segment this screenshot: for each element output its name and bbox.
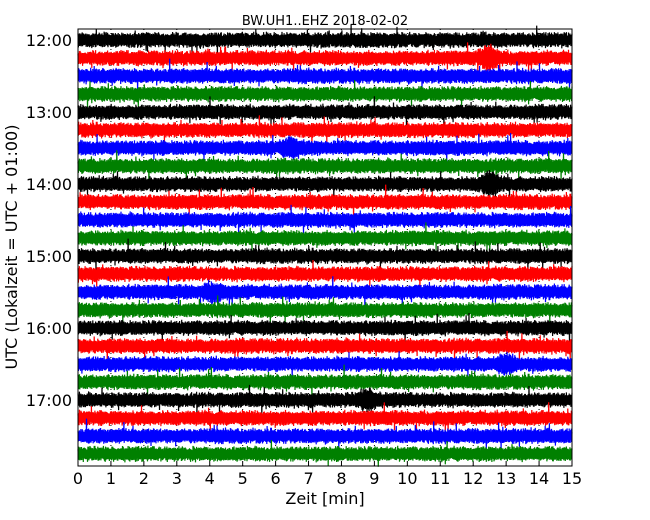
- y-tick-label: 17:00: [26, 391, 72, 410]
- trace-1630: [77, 351, 573, 379]
- trace-1315: [77, 115, 573, 146]
- trace-1200: [77, 24, 573, 56]
- trace-1215: [77, 42, 573, 76]
- trace-1430: [77, 204, 573, 235]
- y-tick-label: 16:00: [26, 319, 72, 338]
- x-tick-label: 10: [397, 469, 417, 488]
- trace-1245: [77, 79, 573, 108]
- trace-1415: [77, 184, 573, 218]
- x-tick-label: 8: [336, 469, 346, 488]
- trace-1330: [77, 132, 573, 164]
- x-tick-label: 14: [529, 469, 549, 488]
- x-tick-label: 3: [172, 469, 182, 488]
- trace-1700: [77, 384, 573, 415]
- x-tick-label: 6: [271, 469, 281, 488]
- x-tick-label: 1: [106, 469, 116, 488]
- y-tick-label: 15:00: [26, 247, 72, 266]
- plot-frame: [77, 28, 573, 467]
- trace-1730: [77, 418, 573, 452]
- trace-1230: [77, 58, 573, 92]
- trace-1545: [77, 295, 573, 326]
- trace-1500: [77, 238, 573, 272]
- x-tick-label: 12: [463, 469, 483, 488]
- trace-1445: [77, 222, 573, 254]
- trace-1715: [77, 402, 573, 434]
- x-tick-label: 15: [562, 469, 582, 488]
- trace-1300: [77, 96, 573, 130]
- trace-1515: [77, 259, 573, 287]
- x-tick-label: 0: [73, 469, 83, 488]
- y-tick-label: 14:00: [26, 175, 72, 194]
- chart-title: BW.UH1..EHZ 2018-02-02: [242, 14, 408, 29]
- trace-1745: [77, 439, 573, 467]
- x-tick-label: 5: [238, 469, 248, 488]
- trace-1645: [77, 364, 573, 398]
- x-tick-label: 11: [430, 469, 450, 488]
- trace-1530: [77, 276, 573, 310]
- x-tick-label: 4: [205, 469, 215, 488]
- trace-1345: [77, 150, 573, 184]
- y-axis-label: UTC (Lokalzeit = UTC + 01:00): [2, 125, 21, 370]
- x-tick-label: 2: [139, 469, 149, 488]
- trace-1400: [77, 170, 573, 199]
- x-axis-label: Zeit [min]: [285, 489, 364, 508]
- y-tick-label: 13:00: [26, 103, 72, 122]
- y-tick-label: 12:00: [26, 31, 72, 50]
- x-tick-label: 13: [496, 469, 516, 488]
- x-tick-label: 9: [369, 469, 379, 488]
- trace-1600: [77, 312, 573, 344]
- trace-1615: [77, 330, 573, 364]
- x-tick-label: 7: [303, 469, 313, 488]
